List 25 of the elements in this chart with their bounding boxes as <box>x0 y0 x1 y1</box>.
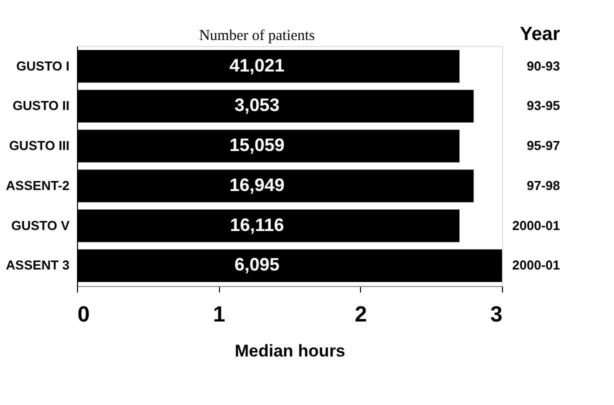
annotation: 3,053 <box>234 95 280 116</box>
y2-axis-title: Year <box>520 24 561 45</box>
y2-tick-label: 90-93 <box>526 58 560 74</box>
annotation: 15,059 <box>229 135 285 156</box>
y-tick-label: GUSTO V <box>11 218 70 233</box>
y2-tick-label: 95-97 <box>526 138 560 154</box>
y-tick-label: ASSENT-2 <box>6 178 70 193</box>
text: Number of patients <box>199 28 316 44</box>
y-tick-label: ASSENT 3 <box>6 258 70 273</box>
x-axis-title: Median hours <box>234 342 346 360</box>
y-tick-label: GUSTO II <box>12 98 70 114</box>
x-tick-label: 2 <box>354 302 367 326</box>
y2-tick-label: 97-98 <box>526 178 560 193</box>
y2-tick-label: 93-95 <box>526 98 560 114</box>
annotation: 6,095 <box>234 254 280 275</box>
x-tick-label: 0 <box>78 302 90 326</box>
y-tick-label: GUSTO I <box>16 58 70 74</box>
annotation: 41,021 <box>229 55 285 76</box>
x-tick-label: 3 <box>490 302 502 326</box>
annotation: 16,116 <box>230 214 284 235</box>
annotation: 16,949 <box>229 174 285 195</box>
y2-tick-label: 2000-01 <box>512 258 560 273</box>
x-tick-label: 1 <box>213 302 226 326</box>
y2-tick-label: 2000-01 <box>512 218 560 233</box>
y-tick-label: GUSTO III <box>9 138 70 154</box>
